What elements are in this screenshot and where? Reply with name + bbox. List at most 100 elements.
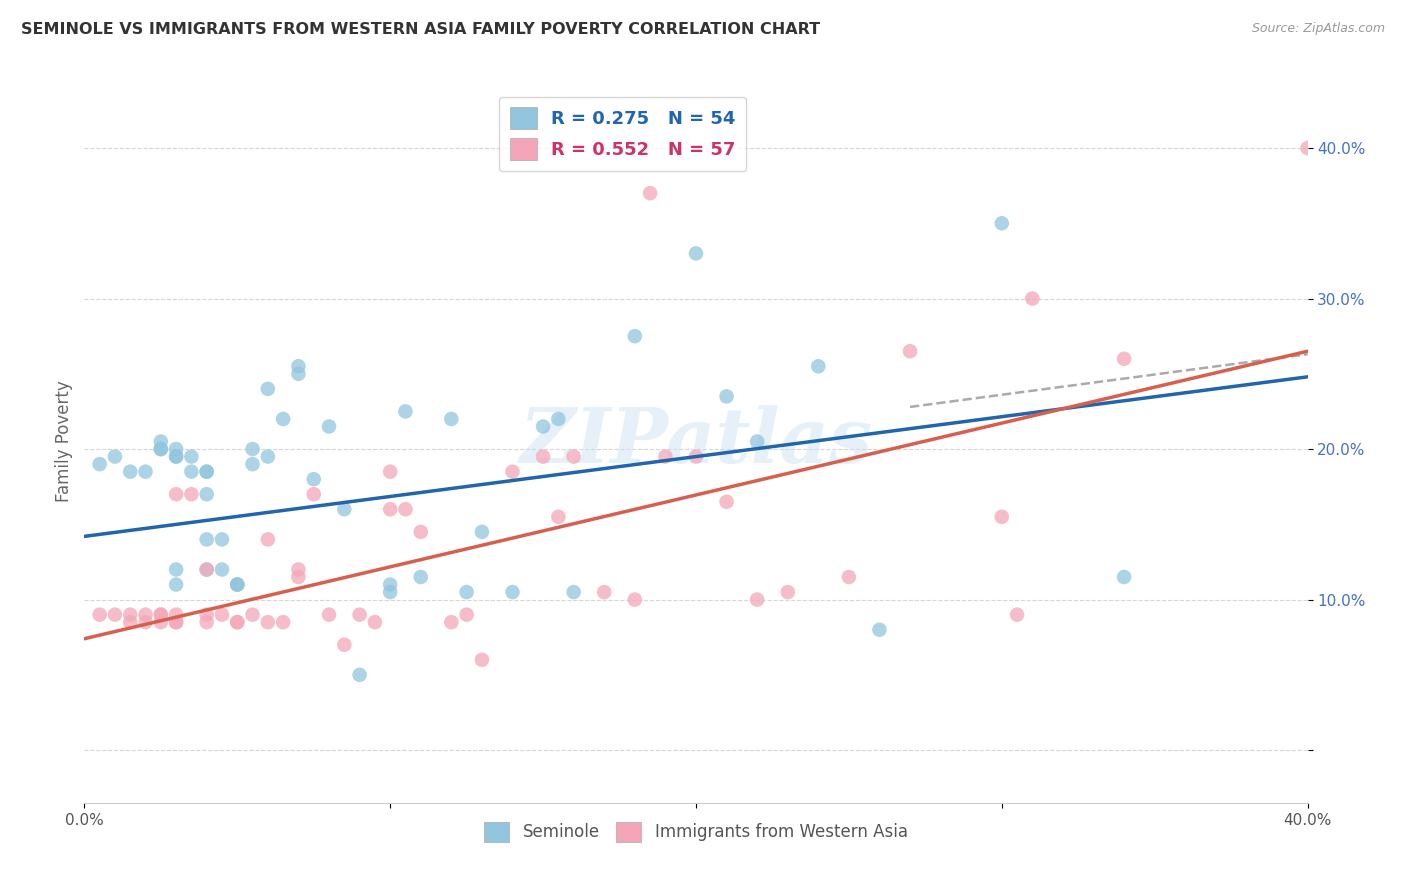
Point xyxy=(120,465,142,479)
Point xyxy=(471,653,494,667)
Point xyxy=(333,638,356,652)
Point xyxy=(624,329,647,343)
Point xyxy=(180,487,202,501)
Point xyxy=(456,607,478,622)
Point xyxy=(226,615,249,630)
Point xyxy=(226,577,249,591)
Point xyxy=(380,465,402,479)
Point xyxy=(547,509,569,524)
Point xyxy=(120,615,142,630)
Point xyxy=(287,367,309,381)
Point xyxy=(991,509,1014,524)
Point xyxy=(1296,141,1319,155)
Point xyxy=(149,434,172,449)
Point xyxy=(242,442,264,456)
Point xyxy=(638,186,661,201)
Point xyxy=(287,570,309,584)
Point xyxy=(242,607,264,622)
Point xyxy=(1114,351,1136,366)
Point xyxy=(135,607,157,622)
Point xyxy=(165,450,187,464)
Point xyxy=(257,533,280,547)
Point xyxy=(242,457,264,471)
Point xyxy=(149,442,172,456)
Point xyxy=(271,615,294,630)
Point xyxy=(531,450,554,464)
Point xyxy=(135,615,157,630)
Point xyxy=(380,577,402,591)
Point xyxy=(333,502,356,516)
Point xyxy=(287,359,309,374)
Point xyxy=(716,389,738,403)
Point xyxy=(409,524,432,539)
Point xyxy=(409,570,432,584)
Point xyxy=(380,585,402,599)
Point xyxy=(318,607,340,622)
Point xyxy=(195,562,218,576)
Point xyxy=(165,442,187,456)
Point xyxy=(195,533,218,547)
Point xyxy=(685,246,707,260)
Point xyxy=(257,450,280,464)
Point xyxy=(165,615,187,630)
Point xyxy=(456,585,478,599)
Point xyxy=(104,450,127,464)
Point xyxy=(562,450,585,464)
Point xyxy=(226,577,249,591)
Point xyxy=(685,450,707,464)
Point xyxy=(149,442,172,456)
Point xyxy=(302,472,325,486)
Point xyxy=(471,524,494,539)
Point xyxy=(440,412,463,426)
Point xyxy=(165,615,187,630)
Point xyxy=(211,533,233,547)
Point xyxy=(991,216,1014,230)
Point xyxy=(165,607,187,622)
Point xyxy=(195,562,218,576)
Point xyxy=(624,592,647,607)
Point xyxy=(195,465,218,479)
Point xyxy=(120,607,142,622)
Point xyxy=(226,577,249,591)
Point xyxy=(195,487,218,501)
Text: Source: ZipAtlas.com: Source: ZipAtlas.com xyxy=(1251,22,1385,36)
Legend: Seminole, Immigrants from Western Asia: Seminole, Immigrants from Western Asia xyxy=(478,815,914,848)
Point xyxy=(440,615,463,630)
Point xyxy=(195,465,218,479)
Point xyxy=(869,623,891,637)
Point xyxy=(716,494,738,508)
Text: ZIPatlas: ZIPatlas xyxy=(519,405,873,478)
Point xyxy=(654,450,676,464)
Point xyxy=(502,585,524,599)
Point xyxy=(349,668,371,682)
Point xyxy=(1021,292,1043,306)
Point xyxy=(1114,570,1136,584)
Point xyxy=(104,607,127,622)
Point xyxy=(149,607,172,622)
Point xyxy=(149,607,172,622)
Point xyxy=(562,585,585,599)
Point xyxy=(165,450,187,464)
Point xyxy=(394,502,416,516)
Point xyxy=(226,615,249,630)
Point xyxy=(380,502,402,516)
Text: SEMINOLE VS IMMIGRANTS FROM WESTERN ASIA FAMILY POVERTY CORRELATION CHART: SEMINOLE VS IMMIGRANTS FROM WESTERN ASIA… xyxy=(21,22,820,37)
Point xyxy=(394,404,416,418)
Point xyxy=(318,419,340,434)
Point xyxy=(364,615,387,630)
Point xyxy=(211,562,233,576)
Point xyxy=(776,585,799,599)
Point xyxy=(349,607,371,622)
Point xyxy=(180,450,202,464)
Point xyxy=(165,562,187,576)
Point xyxy=(165,577,187,591)
Point xyxy=(271,412,294,426)
Y-axis label: Family Poverty: Family Poverty xyxy=(55,381,73,502)
Point xyxy=(195,607,218,622)
Point xyxy=(195,615,218,630)
Point xyxy=(257,382,280,396)
Point xyxy=(531,419,554,434)
Point xyxy=(838,570,860,584)
Point xyxy=(302,487,325,501)
Point xyxy=(149,615,172,630)
